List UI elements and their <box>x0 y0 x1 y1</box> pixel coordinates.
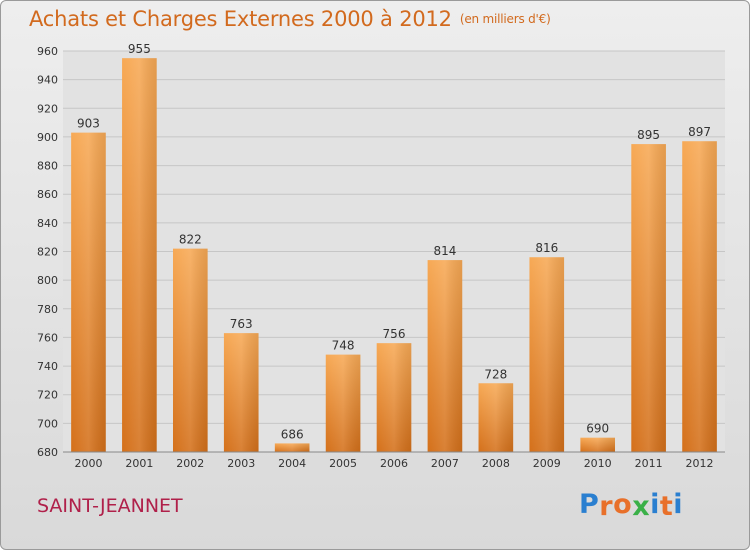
bar-shade-2009 <box>529 257 565 452</box>
y-tick-label: 900 <box>37 131 58 144</box>
y-tick-label: 820 <box>37 246 58 259</box>
x-tick-label-2001: 2001 <box>125 457 153 470</box>
x-axis: 2000 2001 2002 2003 2004 2005 2006 2007 2008 2009… <box>63 451 725 470</box>
proxiti-logo: Proxiti <box>579 489 684 522</box>
x-tick-label-2009: 2009 <box>533 457 561 470</box>
value-label-2004: 686 <box>281 427 304 441</box>
y-tick-label: 840 <box>37 217 58 230</box>
y-tick-label: 720 <box>37 389 58 402</box>
logo-letter: P <box>579 489 600 520</box>
bar-shade-2012 <box>682 141 717 452</box>
bar-shade-2001 <box>122 58 157 453</box>
value-label-2003: 763 <box>230 317 253 331</box>
bar-shade-2005 <box>325 354 361 452</box>
x-tick-label-2000: 2000 <box>74 457 102 470</box>
y-tick-label: 860 <box>37 188 58 201</box>
bar-shade-2007 <box>427 260 463 452</box>
x-tick-label-2006: 2006 <box>380 457 408 470</box>
y-tick-label: 780 <box>37 303 58 316</box>
bar-shade-2011 <box>631 144 666 452</box>
logo-letter: r <box>599 491 614 522</box>
x-tick-label-2004: 2004 <box>278 457 306 470</box>
chart-title: Achats et Charges Externes 2000 à 2012 (e… <box>29 7 551 31</box>
value-label-2000: 903 <box>77 117 100 131</box>
logo-letter: x <box>632 491 651 522</box>
logo-letter: o <box>613 489 633 520</box>
y-axis: 680 700 720 740 760 780 800 820 840 860 880 900 920 9… <box>37 45 58 459</box>
y-tick-label: 920 <box>37 102 58 115</box>
x-tick-label-2002: 2002 <box>176 457 204 470</box>
y-tick-label: 880 <box>37 160 58 173</box>
bar-shade-2003 <box>223 333 259 452</box>
y-tick-label: 940 <box>37 74 58 87</box>
y-tick-label: 800 <box>37 274 58 287</box>
value-label-2002: 822 <box>179 233 202 247</box>
x-tick-label-2005: 2005 <box>329 457 357 470</box>
chart-title-text: Achats et Charges Externes 2000 à 2012 <box>29 7 452 31</box>
y-tick-label: 960 <box>37 45 58 58</box>
x-tick-label-2003: 2003 <box>227 457 255 470</box>
logo-letter: i <box>650 489 660 520</box>
y-tick-label: 700 <box>37 417 58 430</box>
y-tick-label: 740 <box>37 360 58 373</box>
value-label-2006: 756 <box>383 327 406 341</box>
x-tick-label-2011: 2011 <box>635 457 663 470</box>
x-tick-label-2008: 2008 <box>482 457 510 470</box>
bar-shade-2010 <box>580 437 616 452</box>
value-label-2008: 728 <box>484 367 507 381</box>
x-tick-label-2007: 2007 <box>431 457 459 470</box>
value-label-2010: 690 <box>586 422 609 436</box>
logo-letter: t <box>659 491 674 522</box>
x-tick-label-2010: 2010 <box>584 457 612 470</box>
bar-shade-2006 <box>376 343 412 452</box>
value-label-2005: 748 <box>332 339 355 353</box>
value-label-2012: 897 <box>688 125 711 139</box>
y-tick-label: 680 <box>37 446 58 459</box>
value-label-2007: 814 <box>433 244 456 258</box>
value-label-2001: 955 <box>128 42 151 56</box>
bar-shade-2008 <box>478 383 514 452</box>
y-tick-label: 760 <box>37 331 58 344</box>
x-tick-label-2012: 2012 <box>686 457 714 470</box>
bars: 903 955 822 763 686 748 756 814 728 816 690 895 897 <box>71 42 717 453</box>
logo-letter: i <box>673 489 684 520</box>
value-label-2009: 816 <box>535 241 558 255</box>
commune-name: SAINT-JEANNET <box>37 495 183 517</box>
bar-shade-2002 <box>172 248 208 452</box>
value-label-2011: 895 <box>637 128 660 142</box>
bar-shade-2000 <box>71 132 106 452</box>
bar-shade-2004 <box>274 443 310 452</box>
chart-subtitle: (en milliers d'€) <box>459 12 551 26</box>
